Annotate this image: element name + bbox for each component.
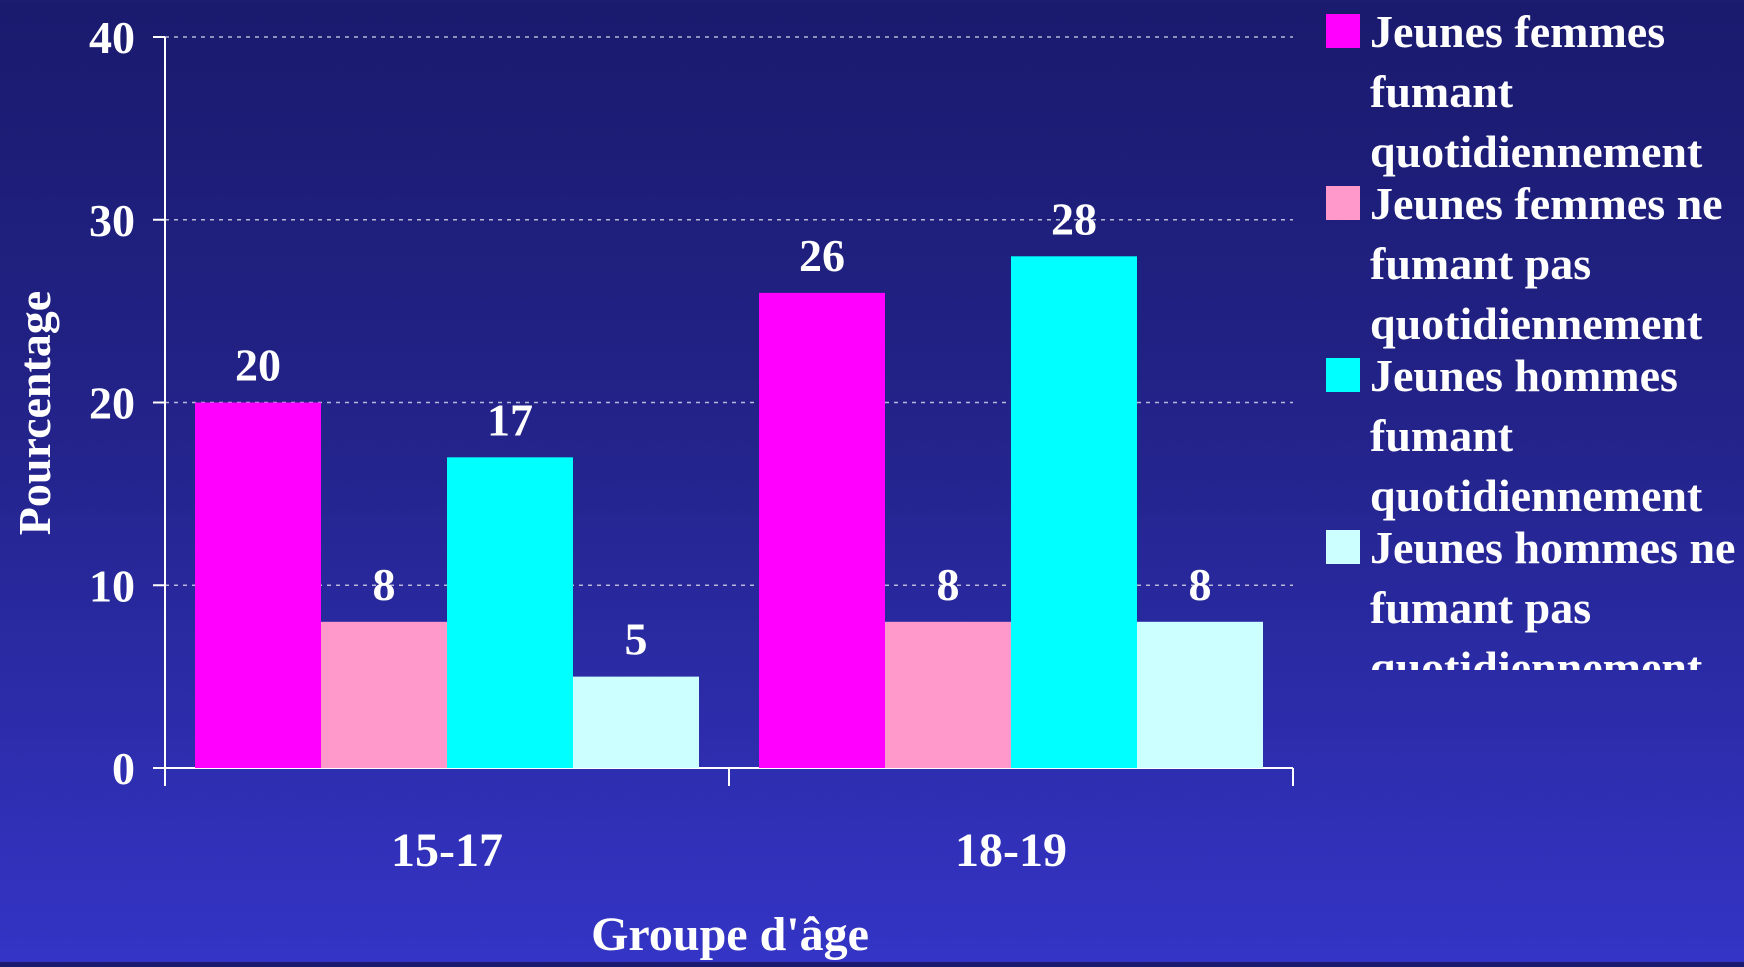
bar xyxy=(1011,256,1137,768)
x-tick-label: 15-17 xyxy=(391,824,503,877)
bar xyxy=(759,292,885,768)
legend-label: Jeunes femmes ne fumant pas quotidiennem… xyxy=(1370,178,1723,349)
y-tick-label: 0 xyxy=(112,743,135,794)
y-tick-label: 20 xyxy=(89,378,135,429)
data-label: 20 xyxy=(235,340,281,391)
legend-swatch xyxy=(1326,14,1360,48)
y-tick-label: 10 xyxy=(89,560,135,611)
legend-item: Jeunes hommes ne fumant pas quotidiennem… xyxy=(1326,518,1744,670)
y-tick-label: 30 xyxy=(89,195,135,246)
data-label: 5 xyxy=(625,614,648,665)
x-axis-title: Groupe d'âge xyxy=(591,908,869,961)
data-label: 8 xyxy=(937,559,960,610)
legend-item: Jeunes hommes fumant quotidiennement xyxy=(1326,346,1744,521)
y-axis-title: Pourcentage xyxy=(9,291,60,535)
legend-item: Jeunes femmes fumant quotidiennement xyxy=(1326,2,1744,177)
data-label: 17 xyxy=(487,394,533,445)
legend-swatch xyxy=(1326,186,1360,220)
bar xyxy=(885,621,1011,768)
data-label: 28 xyxy=(1051,193,1097,244)
legend: Jeunes femmes fumant quotidiennement Jeun… xyxy=(1326,2,1744,670)
bar xyxy=(195,402,321,768)
legend-swatch xyxy=(1326,530,1360,564)
legend-label: Jeunes hommes fumant quotidiennement xyxy=(1370,350,1703,521)
legend-item: Jeunes femmes ne fumant pas quotidiennem… xyxy=(1326,174,1744,349)
bar xyxy=(1137,621,1263,768)
legend-label: Jeunes hommes ne fumant pas quotidiennem… xyxy=(1370,522,1736,670)
data-label: 8 xyxy=(373,559,396,610)
bar xyxy=(321,621,447,768)
bar xyxy=(573,676,699,768)
bar xyxy=(447,457,573,768)
x-tick-label: 18-19 xyxy=(955,824,1067,877)
y-tick-label: 40 xyxy=(89,12,135,63)
legend-label: Jeunes femmes fumant quotidiennement xyxy=(1370,6,1703,177)
legend-swatch xyxy=(1326,358,1360,392)
data-label: 8 xyxy=(1189,559,1212,610)
data-label: 26 xyxy=(799,230,845,281)
